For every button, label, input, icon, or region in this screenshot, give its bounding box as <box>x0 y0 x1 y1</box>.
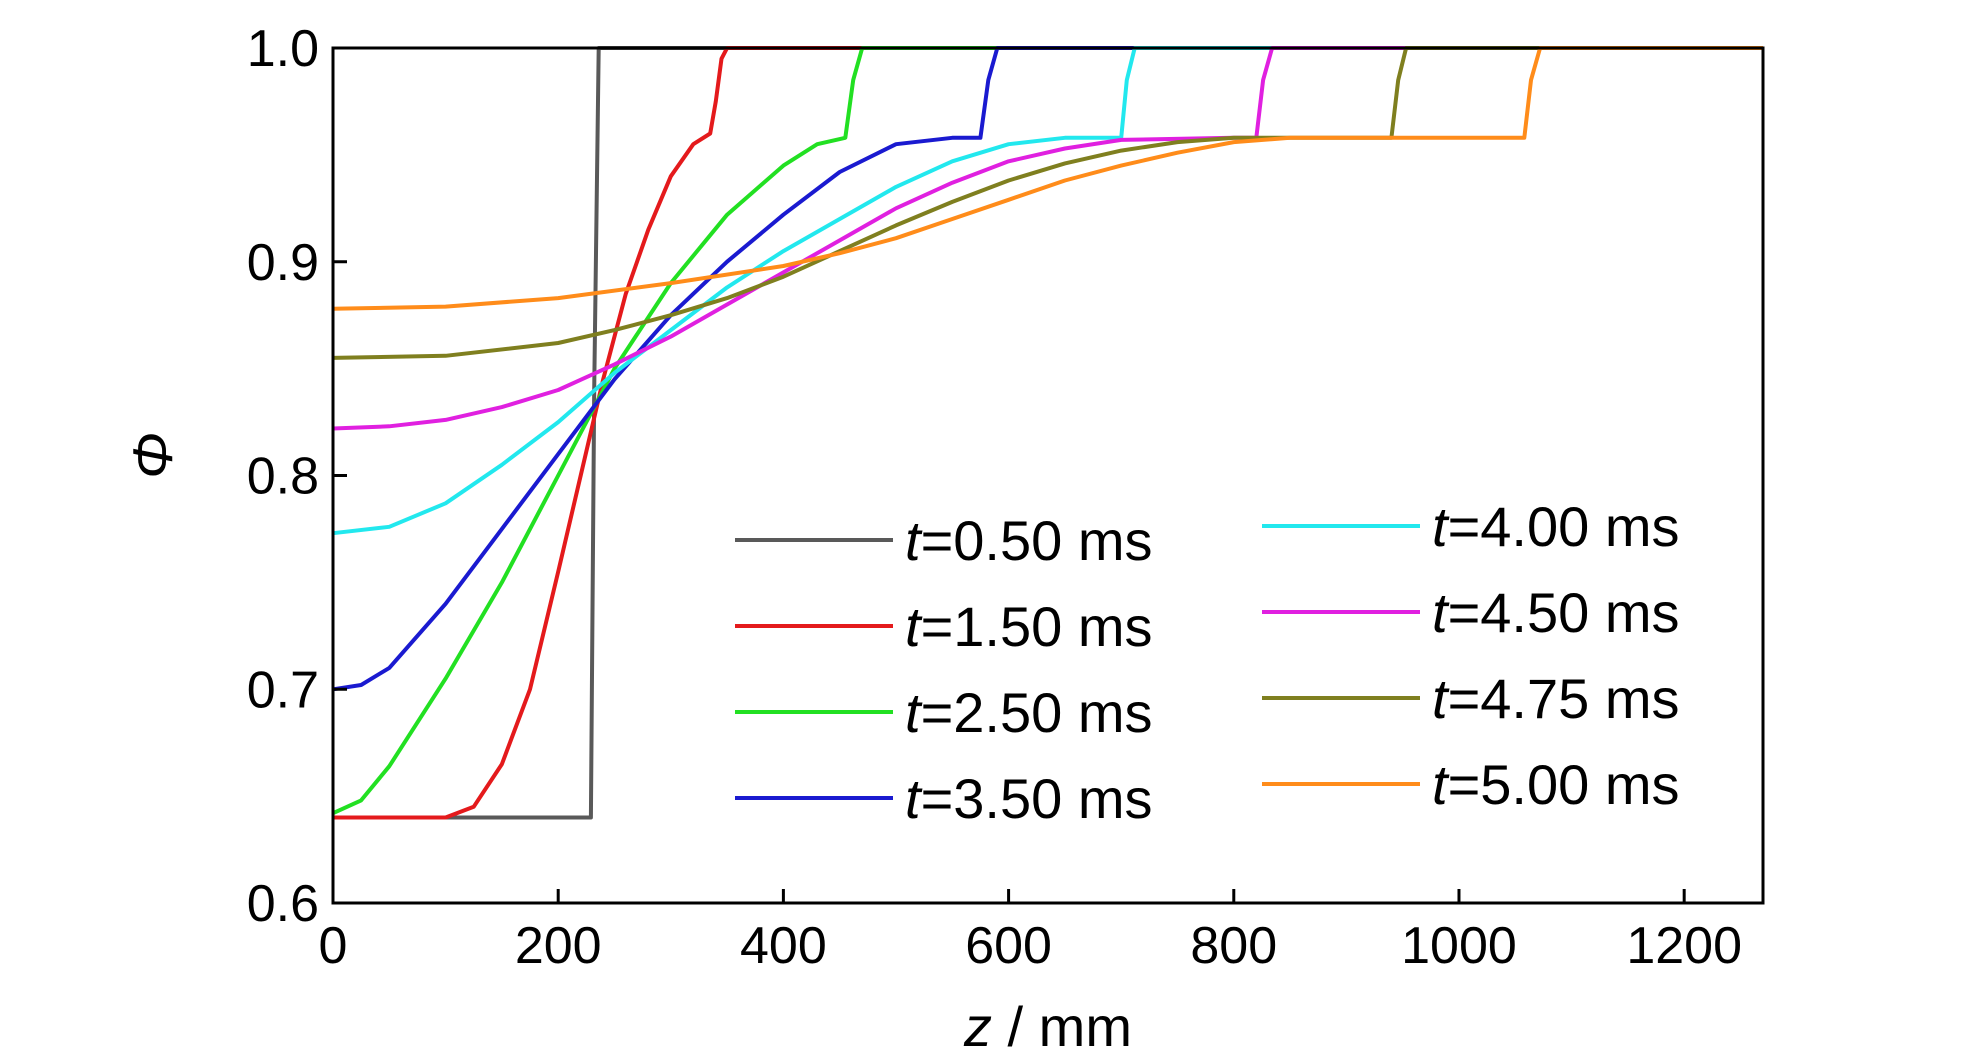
series-layer <box>332 46 1763 820</box>
x-tick-label: 600 <box>965 917 1052 975</box>
legend-label-value: =4.75 ms <box>1448 667 1680 730</box>
y-axis-title: Φ <box>121 432 184 479</box>
series-line-3 <box>332 46 1763 692</box>
x-axis-unit: / mm <box>992 995 1132 1058</box>
legend-label-0: t=0.50 ms <box>905 509 1152 572</box>
series-line-7 <box>332 46 1763 311</box>
y-tick-label: 0.6 <box>247 875 319 933</box>
legend: t=0.50 mst=1.50 mst=2.50 mst=3.50 mst=4.… <box>735 495 1679 830</box>
legend-label-2: t=2.50 ms <box>905 681 1152 744</box>
legend-label-var: t <box>905 595 923 658</box>
legend-label-value: =3.50 ms <box>921 767 1153 830</box>
legend-label-var: t <box>905 767 923 830</box>
legend-label-var: t <box>905 681 923 744</box>
y-tick-label: 1.0 <box>247 20 319 78</box>
legend-label-4: t=4.00 ms <box>1432 495 1679 558</box>
legend-label-3: t=3.50 ms <box>905 767 1152 830</box>
legend-label-5: t=4.50 ms <box>1432 581 1679 644</box>
legend-label-1: t=1.50 ms <box>905 595 1152 658</box>
legend-label-var: t <box>1432 667 1450 730</box>
tick-labels-layer: 0 200 400 600 800 1000 1200 0.6 0.7 0.8 0.9 1.0 <box>247 20 1742 975</box>
x-tick-label: 200 <box>515 917 602 975</box>
y-tick-label: 0.8 <box>247 448 319 506</box>
x-axis-var: z <box>963 995 992 1058</box>
legend-label-6: t=4.75 ms <box>1432 667 1679 730</box>
x-tick-label: 0 <box>319 917 348 975</box>
legend-label-value: =1.50 ms <box>921 595 1153 658</box>
legend-label-var: t <box>1432 581 1450 644</box>
ticks-layer <box>331 46 1686 905</box>
series-line-1 <box>333 46 1763 820</box>
x-axis-title: z / mm <box>963 995 1132 1058</box>
x-tick-label: 1200 <box>1626 917 1742 975</box>
y-tick-label: 0.9 <box>247 234 319 292</box>
y-tick-label: 0.7 <box>247 661 319 719</box>
x-tick-label: 800 <box>1190 917 1277 975</box>
series-line-4 <box>332 46 1763 536</box>
series-line-6 <box>332 46 1763 360</box>
legend-label-value: =5.00 ms <box>1448 753 1680 816</box>
legend-label-value: =4.00 ms <box>1448 495 1680 558</box>
legend-label-var: t <box>905 509 923 572</box>
x-tick-label: 1000 <box>1401 917 1517 975</box>
legend-label-value: =4.50 ms <box>1448 581 1680 644</box>
legend-label-value: =0.50 ms <box>921 509 1153 572</box>
series-line-5 <box>332 46 1763 431</box>
legend-label-value: =2.50 ms <box>921 681 1153 744</box>
legend-label-var: t <box>1432 753 1450 816</box>
legend-label-var: t <box>1432 495 1450 558</box>
x-tick-label: 400 <box>740 917 827 975</box>
legend-label-7: t=5.00 ms <box>1432 753 1679 816</box>
